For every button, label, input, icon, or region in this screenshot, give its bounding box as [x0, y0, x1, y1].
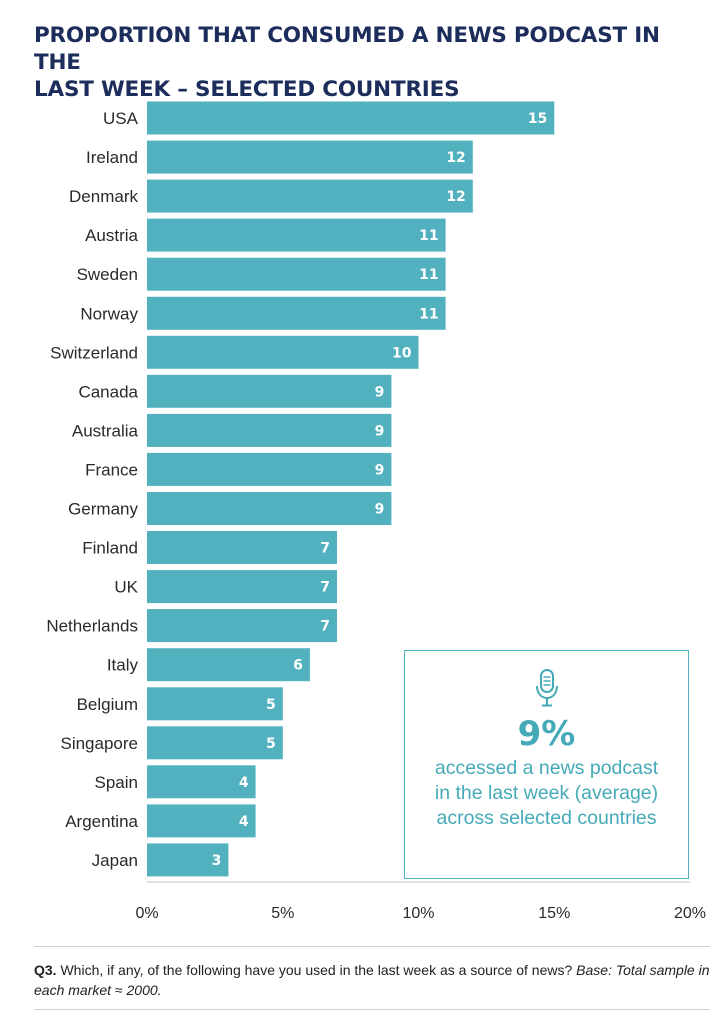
category-label: Norway	[80, 304, 138, 323]
category-label: Italy	[107, 656, 139, 675]
footnote-question-label: Q3.	[34, 962, 57, 978]
bar	[147, 765, 256, 799]
x-tick-label: 15%	[538, 905, 570, 922]
average-value: 9%	[517, 714, 576, 754]
value-label: 9	[375, 462, 385, 478]
bar	[147, 335, 419, 369]
category-label: Belgium	[77, 695, 138, 714]
bar	[147, 843, 229, 877]
microphone-icon	[535, 669, 558, 707]
category-label: Ireland	[86, 148, 138, 167]
value-label: 7	[320, 541, 330, 557]
value-label: 7	[320, 580, 330, 596]
value-label: 11	[419, 228, 438, 244]
category-label: Austria	[85, 226, 138, 245]
x-tick-label: 5%	[271, 905, 294, 922]
bar	[147, 257, 446, 291]
value-label: 10	[392, 345, 412, 361]
value-label: 6	[293, 658, 303, 674]
bar	[147, 570, 337, 604]
bar	[147, 492, 392, 525]
bar	[147, 609, 337, 643]
category-label: Singapore	[60, 734, 138, 753]
value-label: 9	[375, 423, 385, 439]
value-label: 11	[419, 306, 438, 322]
category-label: France	[85, 460, 138, 479]
category-label: UK	[114, 578, 138, 597]
average-description-line-3: across selected countries	[436, 807, 657, 829]
average-description: accessed a news podcast in the last week…	[405, 756, 688, 831]
category-label: Argentina	[65, 812, 138, 831]
bar	[147, 296, 446, 330]
bar	[147, 140, 473, 174]
category-label: Netherlands	[46, 617, 138, 636]
footnote-divider-bottom	[34, 1009, 710, 1010]
bar-chart: USA 15 Ireland 12 Denmark 12 Austria 11 Sweden 11…	[46, 101, 706, 922]
value-label: 7	[320, 619, 330, 635]
category-label: Finland	[82, 539, 138, 558]
bar	[147, 413, 392, 447]
bar	[147, 804, 256, 838]
x-axis: 0% 5% 10% 15% 20%	[135, 881, 706, 922]
x-tick-label: 10%	[402, 905, 434, 922]
category-label: Canada	[78, 382, 138, 401]
category-label: USA	[103, 109, 139, 128]
bar	[147, 531, 337, 564]
category-label: Germany	[68, 500, 138, 519]
bar	[147, 374, 392, 408]
average-description-line-2: in the last week (average)	[434, 782, 659, 804]
x-tick-label: 0%	[135, 905, 158, 922]
bars-layer: USA 15 Ireland 12 Denmark 12 Austria 11 Sweden 11…	[46, 101, 555, 877]
chart-title-line-1: PROPORTION THAT CONSUMED A NEWS PODCAST …	[34, 23, 660, 75]
value-label: 4	[239, 775, 249, 791]
category-label: Sweden	[77, 265, 138, 284]
value-label: 3	[212, 853, 222, 869]
value-label: 5	[266, 697, 276, 713]
bar	[147, 218, 446, 252]
value-label: 12	[446, 189, 465, 205]
value-label: 11	[419, 267, 438, 283]
footnote-question: Which, if any, of the following have you…	[56, 962, 577, 978]
category-label: Japan	[92, 851, 138, 870]
footnote-base: Base: Total sample in each market ≈ 2000…	[34, 962, 710, 998]
category-label: Switzerland	[50, 343, 138, 362]
bar	[147, 179, 473, 213]
value-label: 4	[239, 814, 249, 830]
bar	[147, 687, 283, 721]
chart-title-line-2: LAST WEEK – SELECTED COUNTRIES	[34, 77, 460, 102]
value-label: 9	[375, 384, 385, 400]
bar	[147, 452, 392, 486]
value-label: 9	[375, 502, 385, 518]
bar	[147, 726, 283, 760]
footnote-divider-top	[34, 946, 710, 947]
value-label: 5	[266, 736, 276, 752]
average-description-line-1: accessed a news podcast	[434, 757, 659, 779]
average-callout: 9% accessed a news podcast in the last w…	[404, 650, 689, 879]
category-label: Denmark	[69, 187, 138, 206]
bar	[147, 648, 310, 682]
value-label: 12	[446, 150, 465, 166]
chart-title: PROPORTION THAT CONSUMED A NEWS PODCAST …	[34, 22, 704, 103]
value-label: 15	[528, 111, 547, 127]
x-tick-label: 20%	[674, 905, 706, 922]
category-label: Australia	[72, 421, 139, 440]
category-label: Spain	[95, 773, 138, 792]
footnote: Q3. Which, if any, of the following have…	[34, 960, 710, 1000]
bar	[147, 101, 555, 135]
